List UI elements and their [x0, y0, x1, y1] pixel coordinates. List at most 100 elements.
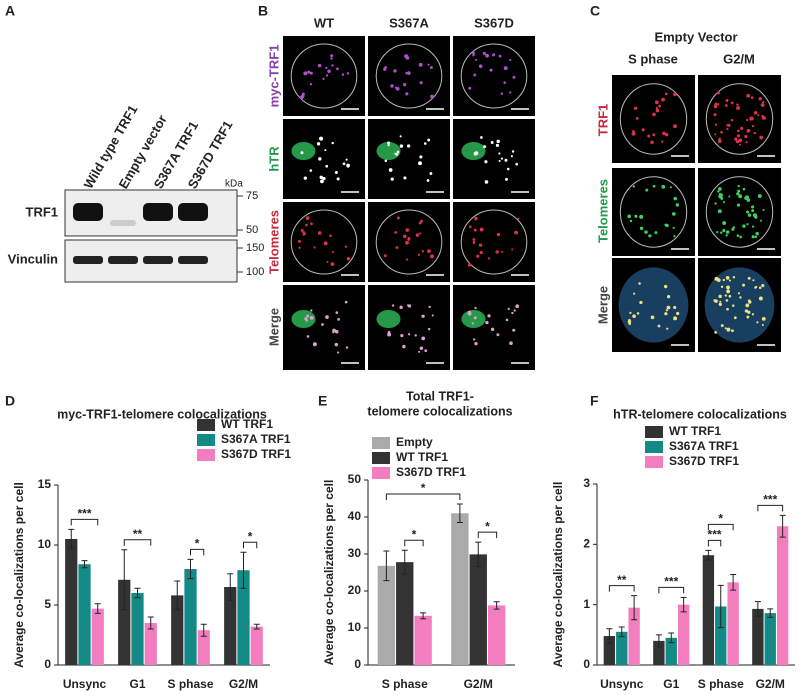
focus — [324, 149, 327, 152]
focus — [468, 86, 472, 90]
focus — [303, 232, 307, 235]
x-tick-label: S phase — [382, 677, 428, 691]
error-bar — [606, 628, 613, 644]
focus — [473, 73, 477, 77]
legend-swatch — [197, 449, 215, 461]
focus — [496, 333, 500, 337]
legend-label: S367A TRF1 — [669, 439, 739, 453]
focus — [394, 152, 397, 155]
x-tick-label: S phase — [167, 677, 213, 691]
focus — [503, 81, 506, 84]
focus — [658, 104, 662, 108]
kda-marker: 100 — [246, 266, 264, 278]
hTR-signal — [376, 142, 401, 160]
focus — [724, 104, 728, 107]
focus — [423, 142, 427, 145]
x-tick-label: G1 — [663, 677, 679, 691]
focus — [387, 141, 391, 145]
bar — [776, 526, 789, 665]
focus — [474, 151, 479, 156]
focus — [751, 313, 755, 316]
focus — [756, 321, 759, 324]
bar — [197, 630, 210, 665]
focus — [471, 51, 475, 55]
focus — [316, 142, 321, 146]
y-tick-label: 2 — [583, 537, 590, 551]
focus — [344, 245, 348, 248]
focus — [760, 219, 763, 222]
focus — [725, 230, 730, 234]
focus — [331, 141, 334, 145]
focus — [407, 237, 411, 241]
focus — [742, 187, 746, 191]
focus — [672, 124, 677, 129]
chart-title: hTR-telomere colocalizations — [613, 407, 787, 421]
error-bar — [200, 623, 207, 637]
focus — [407, 304, 410, 307]
micrograph — [283, 285, 365, 370]
focus — [325, 74, 329, 77]
micrograph — [283, 36, 365, 116]
focus — [747, 213, 752, 217]
focus — [421, 314, 425, 318]
bar — [184, 569, 197, 665]
focus — [633, 106, 638, 110]
focus — [321, 323, 324, 326]
significance-bracket — [658, 586, 685, 594]
error-bar — [717, 584, 724, 629]
bar — [377, 565, 396, 665]
focus — [313, 246, 316, 249]
focus — [717, 190, 720, 193]
error-bar — [730, 574, 737, 591]
focus — [753, 110, 758, 115]
focus — [430, 94, 434, 99]
focus — [478, 243, 483, 247]
focus — [395, 246, 399, 249]
focus — [474, 341, 478, 346]
legend-swatch — [372, 467, 390, 479]
focus — [731, 329, 734, 333]
error-bar — [420, 612, 427, 620]
focus — [405, 240, 409, 245]
significance-bracket — [123, 539, 152, 546]
bar — [171, 595, 184, 665]
focus — [666, 327, 669, 330]
focus — [505, 318, 509, 322]
focus — [751, 235, 755, 239]
focus — [326, 260, 329, 263]
focus — [418, 161, 422, 166]
focus — [341, 73, 345, 76]
error-bar — [779, 514, 786, 538]
focus — [751, 225, 755, 228]
focus — [482, 51, 486, 56]
focus — [731, 304, 735, 307]
x-tick-label: G1 — [129, 677, 145, 691]
bar — [78, 564, 91, 665]
focus — [509, 91, 512, 94]
micrograph — [698, 75, 781, 163]
band — [178, 203, 208, 221]
focus — [751, 124, 755, 128]
focus — [424, 349, 428, 353]
column-label: G2/M — [723, 51, 755, 66]
focus — [514, 230, 518, 235]
bar — [628, 607, 640, 665]
error-bar — [253, 623, 260, 630]
focus — [337, 351, 340, 354]
focus — [728, 279, 732, 282]
focus — [312, 342, 317, 347]
significance-label: * — [195, 537, 200, 551]
micrograph — [453, 36, 535, 116]
focus — [746, 128, 751, 133]
y-tick-label: 1 — [583, 597, 590, 611]
focus — [627, 214, 631, 219]
cell-outline — [705, 176, 774, 248]
significance-label: ** — [133, 527, 143, 541]
legend-label: WT TRF1 — [221, 417, 273, 431]
focus — [405, 228, 410, 232]
focus — [511, 248, 514, 251]
row-label: Vinculin — [8, 251, 58, 266]
focus — [415, 233, 420, 237]
focus — [323, 241, 328, 246]
focus — [310, 222, 313, 226]
